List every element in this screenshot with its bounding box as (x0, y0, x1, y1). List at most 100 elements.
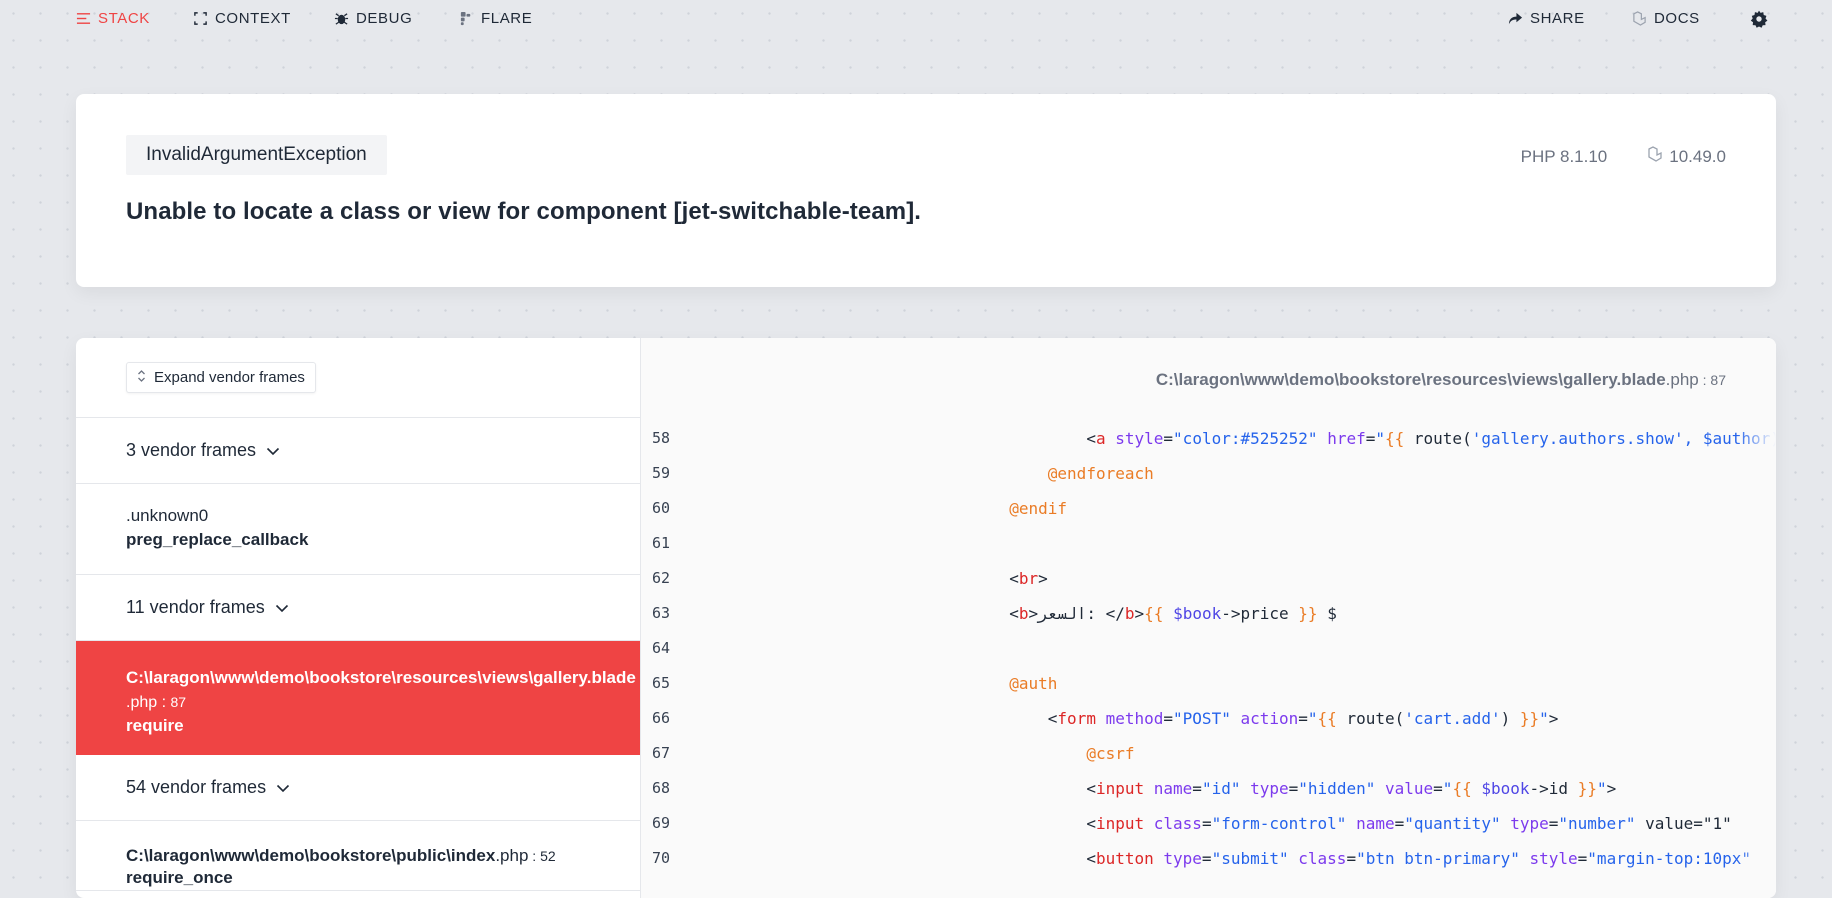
laravel-icon (1647, 146, 1663, 167)
code-line: 70 <button type="submit" class="btn btn-… (641, 841, 1776, 876)
code-path-sep: : (1698, 372, 1711, 388)
expand-vendor-frames-label: Expand vendor frames (154, 369, 305, 386)
docs-label: DOCS (1654, 10, 1700, 27)
vendor-frames-label: 3 vendor frames (126, 440, 257, 460)
expand-icon (137, 369, 146, 387)
code-viewer: C:\laragon\www\demo\bookstore\resources\… (641, 338, 1776, 898)
code-path-line: 87 (1710, 372, 1726, 388)
settings-button[interactable] (1750, 10, 1768, 28)
context-icon (193, 11, 208, 26)
vendor-frames-label: 54 vendor frames (126, 777, 267, 797)
chevron-down-icon (276, 777, 290, 798)
vendor-frames-group[interactable]: 3 vendor frames (76, 418, 640, 484)
code-text: <form method="POST" action="{{ route('ca… (701, 709, 1559, 728)
line-number: 69 (652, 814, 671, 832)
line-number: 70 (652, 849, 671, 867)
frame-function: require_once (126, 868, 233, 887)
frame-path: C:\laragon\www\demo\bookstore\public\ind… (126, 846, 496, 865)
frame-function: preg_replace_callback (126, 530, 309, 549)
exception-class: InvalidArgumentException (126, 135, 387, 175)
line-number: 60 (652, 499, 671, 517)
line-number: 64 (652, 639, 671, 657)
code-text: @endif (1009, 499, 1068, 518)
tab-stack-label: STACK (98, 10, 150, 27)
expand-vendor-frames-button[interactable]: Expand vendor frames (126, 362, 316, 393)
stack-trace-card: Expand vendor frames 3 vendor frames .un… (76, 338, 1776, 898)
line-number: 66 (652, 709, 671, 727)
code-line: 67 @csrf (641, 736, 1776, 771)
flare-icon (459, 11, 474, 26)
code-text: <button type="submit" class="btn btn-pri… (701, 849, 1752, 868)
version-info: PHP 8.1.10 10.49.0 (1521, 146, 1726, 167)
code-text: <input class="form-control" name="quanti… (701, 814, 1732, 833)
stack-frame-selected[interactable]: C:\laragon\www\demo\bookstore\resources\… (76, 641, 640, 755)
chevron-down-icon (275, 597, 289, 618)
frame-list: Expand vendor frames 3 vendor frames .un… (76, 338, 641, 898)
code-text: @endforeach (1047, 464, 1154, 483)
code-text: <input name="id" type="hidden" value="{{… (701, 779, 1617, 798)
code-text (701, 631, 1776, 666)
vendor-frames-group[interactable]: 11 vendor frames (76, 575, 640, 641)
line-number: 68 (652, 779, 671, 797)
frame-line-number: 87 (170, 694, 187, 710)
code-line: 64 (641, 631, 1776, 666)
code-text: @csrf (1086, 744, 1135, 763)
tab-stack[interactable]: STACK (76, 10, 150, 27)
tab-context-label: CONTEXT (215, 10, 291, 27)
code-text: <b>السعر: </b>{{ $book->price }} $ (701, 604, 1337, 623)
code-text: @auth (1009, 674, 1058, 693)
tab-context[interactable]: CONTEXT (193, 10, 291, 27)
share-label: SHARE (1530, 10, 1585, 27)
code-line: 61 (641, 526, 1776, 561)
laravel-version: 10.49.0 (1669, 146, 1726, 166)
code-path-text: C:\laragon\www\demo\bookstore\resources\… (1155, 370, 1666, 389)
tab-flare[interactable]: FLARE (459, 10, 532, 27)
code-file-path[interactable]: C:\laragon\www\demo\bookstore\resources\… (1156, 370, 1726, 390)
code-text: <br> (701, 569, 1048, 588)
line-number: 67 (652, 744, 671, 762)
stack-frame[interactable]: .unknown0 preg_replace_callback (76, 484, 640, 575)
frame-file: .unknown0 (126, 506, 209, 525)
frame-ext: .php (495, 846, 529, 865)
code-line: 58 <a style="color:#525252" href="{{ rou… (641, 421, 1776, 456)
docs-icon (1632, 11, 1647, 26)
frame-file: C:\laragon\www\demo\bookstore\public\ind… (126, 846, 640, 866)
frame-file: C:\laragon\www\demo\bookstore\resources\… (126, 668, 636, 687)
tab-debug-label: DEBUG (356, 10, 413, 27)
top-nav: STACK CONTEXT DEBUG FLARE SHARE DOCS (0, 0, 1832, 40)
tab-flare-label: FLARE (481, 10, 533, 27)
code-lines: 58 <a style="color:#525252" href="{{ rou… (641, 421, 1776, 876)
code-line: 62 <br> (641, 561, 1776, 596)
code-line: 68 <input name="id" type="hidden" value=… (641, 771, 1776, 806)
exception-card: InvalidArgumentException PHP 8.1.10 10.4… (76, 94, 1776, 287)
code-text (701, 526, 1776, 561)
code-line: 63 <b>السعر: </b>{{ $book->price }} $ (641, 596, 1776, 631)
stack-icon (76, 11, 91, 26)
vendor-frames-group[interactable]: 54 vendor frames (76, 755, 640, 821)
code-line: 60 @endif (641, 491, 1776, 526)
share-icon (1508, 11, 1523, 26)
code-path-ext: .php (1665, 370, 1699, 389)
settings-icon (1750, 10, 1768, 28)
exception-message: Unable to locate a class or view for com… (126, 198, 922, 225)
line-number: 65 (652, 674, 671, 692)
line-number: 63 (652, 604, 671, 622)
line-number: 62 (652, 569, 671, 587)
line-number: 59 (652, 464, 671, 482)
php-version: PHP 8.1.10 (1520, 146, 1608, 166)
line-number: 61 (652, 534, 671, 552)
tab-debug[interactable]: DEBUG (334, 10, 412, 27)
code-line: 65 @auth (641, 666, 1776, 701)
stack-frame[interactable]: C:\laragon\www\demo\bookstore\public\ind… (76, 821, 640, 891)
share-button[interactable]: SHARE (1508, 10, 1585, 27)
code-fade (1736, 421, 1776, 898)
code-line: 59 @endforeach (641, 456, 1776, 491)
docs-link[interactable]: DOCS (1632, 10, 1700, 27)
frame-file-ext: .php : 87 (126, 690, 640, 715)
code-text: <a style="color:#525252" href="{{ route(… (701, 429, 1776, 448)
debug-icon (334, 11, 349, 26)
line-number: 58 (652, 429, 671, 447)
code-line: 69 <input class="form-control" name="qua… (641, 806, 1776, 841)
frame-function: require (126, 716, 184, 735)
frame-ext: .php (126, 694, 158, 711)
